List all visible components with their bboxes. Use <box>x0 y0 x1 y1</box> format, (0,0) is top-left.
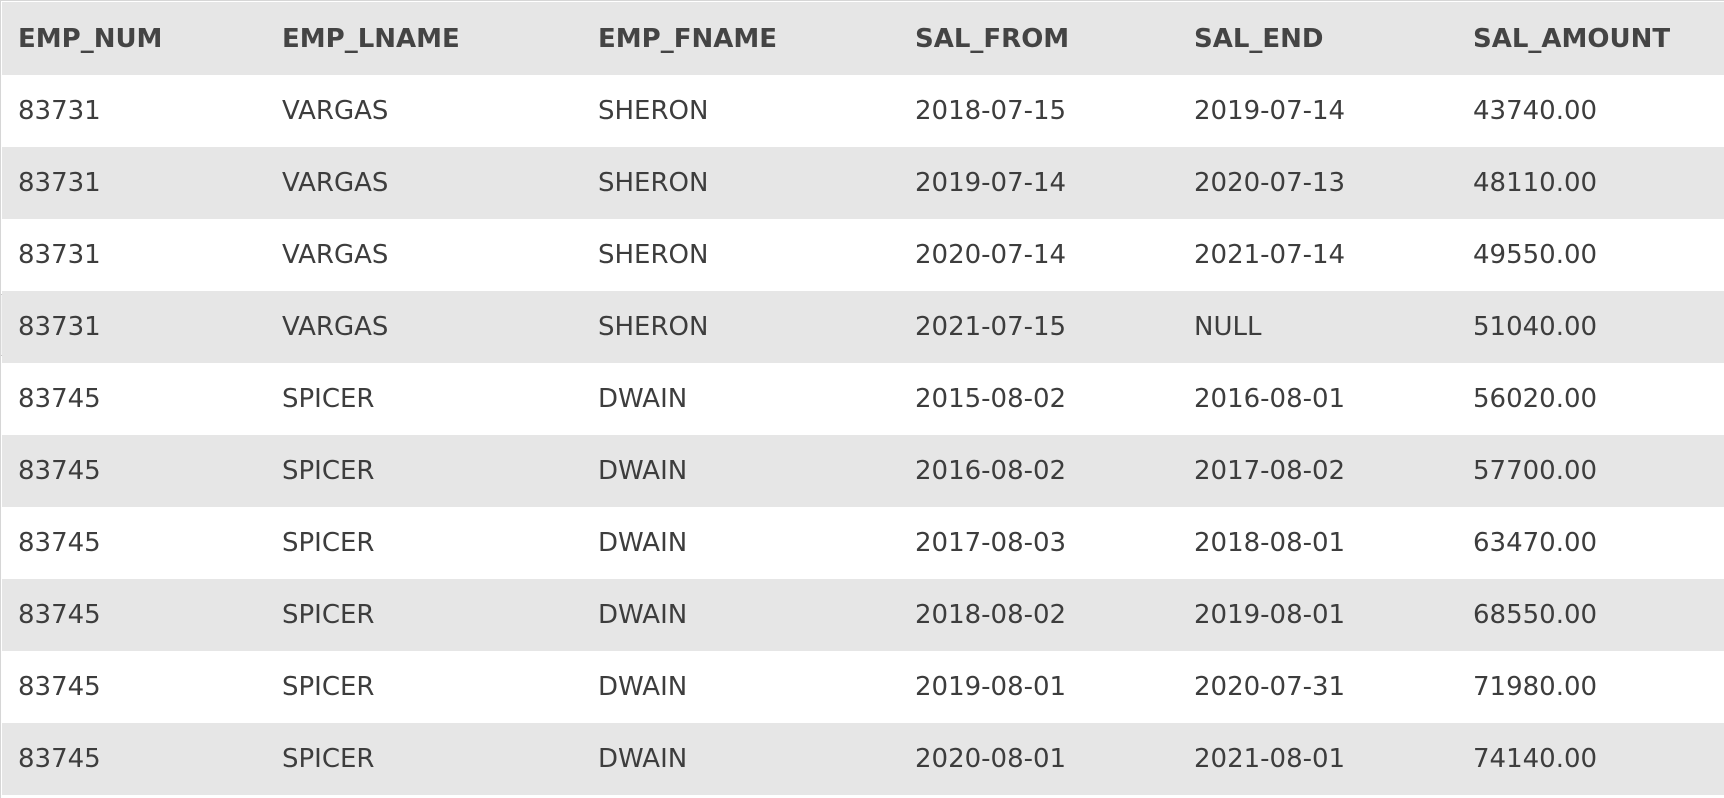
cell-emp-lname: SPICER <box>266 363 582 435</box>
results-table-header: EMP_NUM EMP_LNAME EMP_FNAME SAL_FROM SAL… <box>2 2 1724 75</box>
cell-sal-from: 2019-08-01 <box>899 651 1178 723</box>
cell-emp-num: 83731 <box>2 291 266 363</box>
cell-sal-amount: 43740.00 <box>1457 75 1724 147</box>
column-header-sal-end[interactable]: SAL_END <box>1178 2 1457 75</box>
table-row: 83745 SPICER DWAIN 2017-08-03 2018-08-01… <box>2 507 1724 579</box>
cell-emp-num: 83745 <box>2 435 266 507</box>
cell-sal-from: 2020-08-01 <box>899 723 1178 795</box>
cell-sal-end: 2019-08-01 <box>1178 579 1457 651</box>
cell-emp-fname: SHERON <box>582 219 899 291</box>
cell-emp-num: 83731 <box>2 147 266 219</box>
cell-sal-from: 2018-08-02 <box>899 579 1178 651</box>
cell-sal-from: 2021-07-15 <box>899 291 1178 363</box>
cell-emp-num: 83745 <box>2 723 266 795</box>
cell-emp-num: 83745 <box>2 579 266 651</box>
table-row: 83745 SPICER DWAIN 2020-08-01 2021-08-01… <box>2 723 1724 795</box>
cell-sal-from: 2018-07-15 <box>899 75 1178 147</box>
cell-emp-lname: SPICER <box>266 723 582 795</box>
cell-emp-fname: DWAIN <box>582 363 899 435</box>
cell-emp-fname: DWAIN <box>582 435 899 507</box>
table-row: 83731 VARGAS SHERON 2018-07-15 2019-07-1… <box>2 75 1724 147</box>
table-row: 83745 SPICER DWAIN 2018-08-02 2019-08-01… <box>2 579 1724 651</box>
cell-emp-num: 83745 <box>2 507 266 579</box>
results-table-body: 83731 VARGAS SHERON 2018-07-15 2019-07-1… <box>2 75 1724 795</box>
cell-sal-end: 2019-07-14 <box>1178 75 1457 147</box>
table-row: 83745 SPICER DWAIN 2015-08-02 2016-08-01… <box>2 363 1724 435</box>
cell-sal-amount: 57700.00 <box>1457 435 1724 507</box>
cell-emp-num: 83731 <box>2 75 266 147</box>
cell-sal-amount: 74140.00 <box>1457 723 1724 795</box>
cell-emp-fname: SHERON <box>582 147 899 219</box>
cell-emp-fname: DWAIN <box>582 651 899 723</box>
table-row: 83731 VARGAS SHERON 2021-07-15 NULL 5104… <box>2 291 1724 363</box>
header-row: EMP_NUM EMP_LNAME EMP_FNAME SAL_FROM SAL… <box>2 2 1724 75</box>
cell-sal-end: 2016-08-01 <box>1178 363 1457 435</box>
column-header-emp-fname[interactable]: EMP_FNAME <box>582 2 899 75</box>
cell-emp-lname: SPICER <box>266 507 582 579</box>
cell-sal-amount: 63470.00 <box>1457 507 1724 579</box>
cell-sal-end: 2018-08-01 <box>1178 507 1457 579</box>
cell-sal-amount: 56020.00 <box>1457 363 1724 435</box>
cell-sal-amount: 68550.00 <box>1457 579 1724 651</box>
cell-sal-from: 2020-07-14 <box>899 219 1178 291</box>
cell-sal-amount: 48110.00 <box>1457 147 1724 219</box>
cell-emp-lname: SPICER <box>266 579 582 651</box>
cell-emp-lname: VARGAS <box>266 75 582 147</box>
cell-sal-from: 2016-08-02 <box>899 435 1178 507</box>
column-header-sal-amount[interactable]: SAL_AMOUNT <box>1457 2 1724 75</box>
cell-sal-end: NULL <box>1178 291 1457 363</box>
cell-emp-num: 83731 <box>2 219 266 291</box>
cell-emp-lname: VARGAS <box>266 147 582 219</box>
cell-emp-lname: VARGAS <box>266 291 582 363</box>
column-header-sal-from[interactable]: SAL_FROM <box>899 2 1178 75</box>
cell-emp-num: 83745 <box>2 651 266 723</box>
cell-emp-lname: VARGAS <box>266 219 582 291</box>
cell-emp-fname: SHERON <box>582 75 899 147</box>
cell-emp-lname: SPICER <box>266 651 582 723</box>
cell-sal-end: 2021-07-14 <box>1178 219 1457 291</box>
table-row: 83731 VARGAS SHERON 2020-07-14 2021-07-1… <box>2 219 1724 291</box>
column-header-emp-lname[interactable]: EMP_LNAME <box>266 2 582 75</box>
cell-emp-num: 83745 <box>2 363 266 435</box>
cell-emp-fname: SHERON <box>582 291 899 363</box>
cell-emp-fname: DWAIN <box>582 723 899 795</box>
cell-emp-fname: DWAIN <box>582 579 899 651</box>
cell-sal-end: 2020-07-31 <box>1178 651 1457 723</box>
cell-sal-amount: 71980.00 <box>1457 651 1724 723</box>
cell-emp-lname: SPICER <box>266 435 582 507</box>
table-row: 83731 VARGAS SHERON 2019-07-14 2020-07-1… <box>2 147 1724 219</box>
cell-sal-from: 2017-08-03 <box>899 507 1178 579</box>
cell-sal-end: 2017-08-02 <box>1178 435 1457 507</box>
table-row: 83745 SPICER DWAIN 2016-08-02 2017-08-02… <box>2 435 1724 507</box>
cell-sal-amount: 51040.00 <box>1457 291 1724 363</box>
cell-sal-from: 2019-07-14 <box>899 147 1178 219</box>
cell-sal-from: 2015-08-02 <box>899 363 1178 435</box>
table-row: 83745 SPICER DWAIN 2019-08-01 2020-07-31… <box>2 651 1724 723</box>
cell-sal-end: 2020-07-13 <box>1178 147 1457 219</box>
cell-sal-end: 2021-08-01 <box>1178 723 1457 795</box>
column-header-emp-num[interactable]: EMP_NUM <box>2 2 266 75</box>
cell-sal-amount: 49550.00 <box>1457 219 1724 291</box>
cell-emp-fname: DWAIN <box>582 507 899 579</box>
